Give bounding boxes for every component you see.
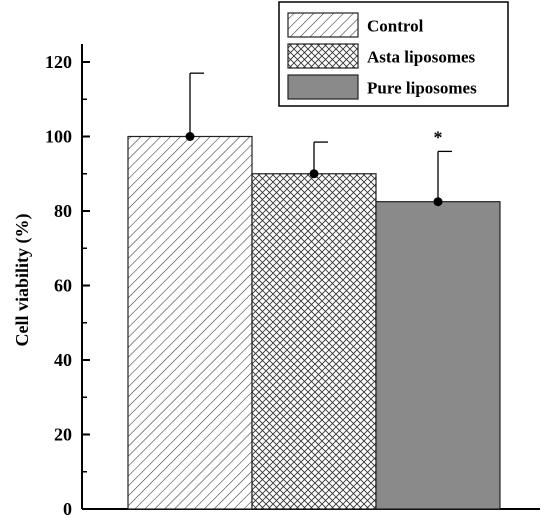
y-tick-label: 0 [63,499,72,519]
legend-label: Pure liposomes [367,79,477,98]
legend-swatch [287,12,359,38]
y-ticks: 0 20 40 60 80 100 120 [45,52,90,519]
mean-marker [185,132,195,141]
bar-control [127,135,253,510]
y-tick-label: 120 [45,52,72,72]
legend: Control Asta liposomes Pure liposomes [278,1,509,107]
y-tick-label: 40 [54,350,72,370]
significance-asterisk: * [434,127,443,147]
bar-pure-liposomes [375,201,501,510]
bars: * [127,72,501,510]
mean-marker [309,169,319,179]
legend-swatch [287,43,359,69]
legend-swatch [287,74,359,100]
y-tick-label: 20 [54,425,72,445]
y-tick-label: 100 [45,127,72,147]
y-axis-title: Cell viability (%) [12,214,33,347]
bar-asta-liposomes [251,173,377,510]
mean-marker [433,197,443,207]
y-tick-label: 80 [54,201,72,221]
legend-label: Control [367,17,424,36]
y-tick-label: 60 [54,276,72,296]
legend-label: Asta liposomes [367,48,476,67]
